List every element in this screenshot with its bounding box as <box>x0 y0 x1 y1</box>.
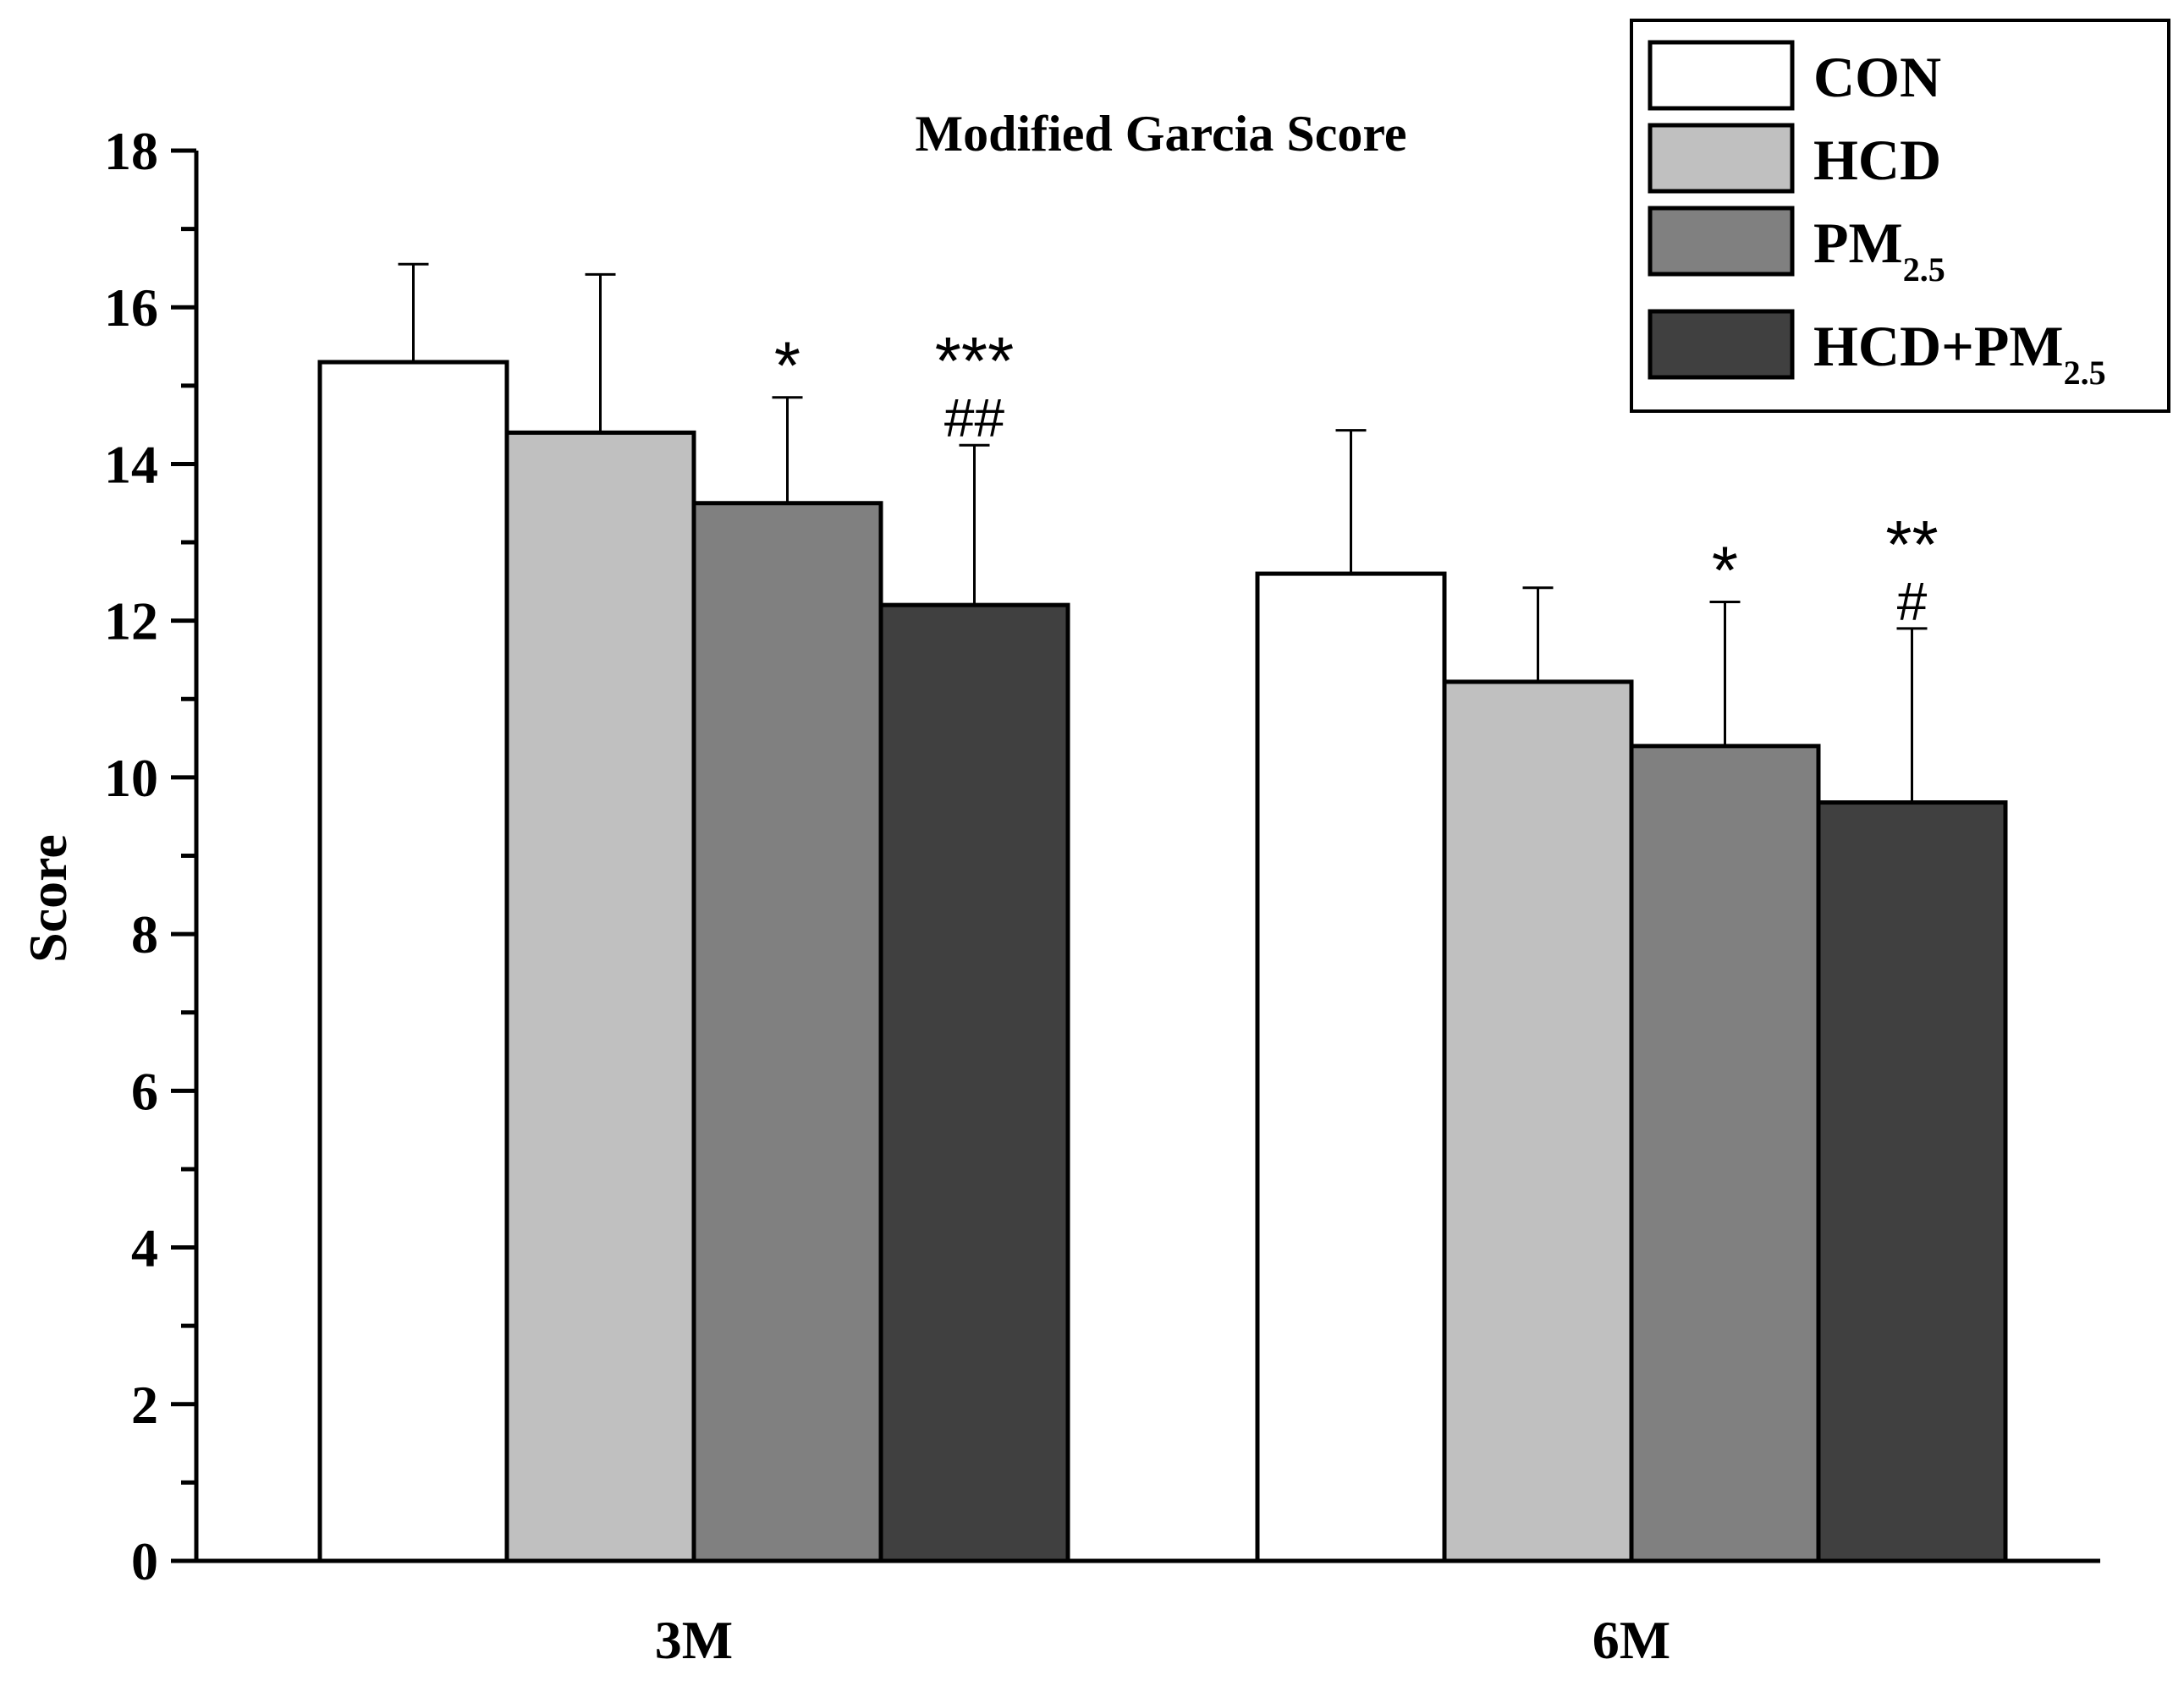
y-tick-label: 14 <box>104 434 158 494</box>
significance-star: ** <box>1885 507 1938 582</box>
significance-hash: # <box>1897 571 1928 632</box>
y-axis-ticks: 0 2 4 6 8 10 12 14 16 18 <box>104 121 196 1591</box>
bar <box>878 602 1070 1563</box>
y-tick-label: 18 <box>104 121 158 181</box>
bars <box>317 360 2008 1563</box>
legend-label-subscript: 2.5 <box>1903 250 1945 288</box>
bar <box>1442 679 1634 1563</box>
bar <box>691 501 883 1563</box>
axes <box>194 151 2100 1563</box>
x-category-label: 3M <box>655 1610 733 1670</box>
bar <box>1629 744 1821 1563</box>
x-category-label: 6M <box>1593 1610 1670 1670</box>
legend-swatch <box>1648 206 1795 277</box>
y-tick-label: 6 <box>131 1061 158 1121</box>
y-tick-label: 12 <box>104 591 158 651</box>
bar <box>504 430 696 1563</box>
y-tick-label: 2 <box>131 1375 158 1435</box>
x-axis-labels: 3M 6M <box>655 1610 1670 1670</box>
bar <box>1255 571 1447 1563</box>
significance-star: * <box>1712 532 1738 607</box>
legend-swatch <box>1648 309 1795 380</box>
chart-title: Modified Garcia Score <box>915 106 1406 162</box>
y-tick-label: 4 <box>131 1218 158 1278</box>
legend-label: HCD <box>1813 128 1941 192</box>
significance-annotations: * ***##* **# <box>774 323 1939 632</box>
legend-label-subscript: 2.5 <box>2064 354 2106 392</box>
y-tick-label: 8 <box>131 904 158 964</box>
significance-star: * <box>774 328 800 404</box>
error-bars <box>398 262 1928 803</box>
y-tick-label: 0 <box>131 1531 158 1591</box>
legend-label: CON <box>1813 45 1941 109</box>
bar <box>1816 800 2008 1563</box>
legend-swatch <box>1648 40 1795 111</box>
significance-hash: ## <box>944 387 1005 448</box>
y-tick-label: 10 <box>104 748 158 808</box>
y-tick-label: 16 <box>104 277 158 338</box>
bar <box>317 360 509 1563</box>
y-axis-title: Score <box>18 834 78 963</box>
legend-swatch <box>1648 123 1795 194</box>
significance-star: *** <box>935 323 1014 398</box>
